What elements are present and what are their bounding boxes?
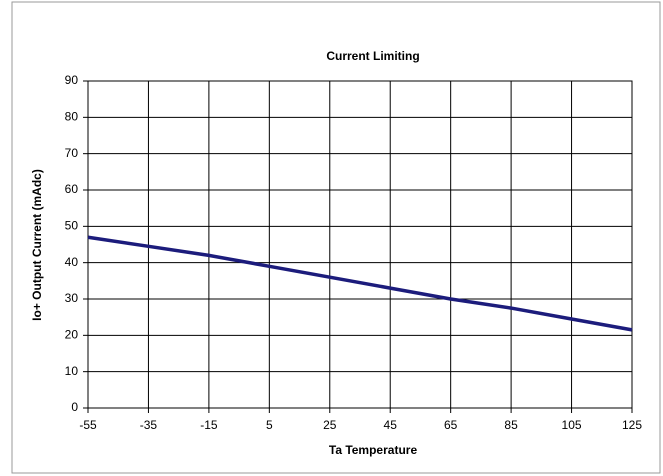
chart-title: Current Limiting xyxy=(326,49,419,63)
y-tick-label: 60 xyxy=(65,182,79,196)
x-tick-label: 85 xyxy=(504,418,518,432)
x-tick-label: 105 xyxy=(562,418,582,432)
y-tick-label: 40 xyxy=(65,255,79,269)
x-tick-label: -35 xyxy=(140,418,158,432)
y-tick-label: 90 xyxy=(65,73,79,87)
plot-area xyxy=(87,80,633,409)
y-tick-label: 70 xyxy=(65,146,79,160)
x-axis-label: Ta Temperature xyxy=(329,443,418,457)
y-tick-label: 20 xyxy=(65,328,79,342)
x-tick-label: 125 xyxy=(622,418,642,432)
x-tick-label: 25 xyxy=(323,418,337,432)
data-line xyxy=(87,235,633,332)
y-tick-label: 0 xyxy=(71,400,78,414)
y-axis-label: Io+ Output Current (mAdc) xyxy=(30,169,44,321)
x-tick-label: 5 xyxy=(266,418,273,432)
y-tick-label: 10 xyxy=(65,364,79,378)
y-tick-label: 30 xyxy=(65,291,79,305)
x-tick-label: -15 xyxy=(200,418,218,432)
y-tick-label: 80 xyxy=(65,110,79,124)
y-tick-label: 50 xyxy=(65,219,79,233)
x-tick-label: 45 xyxy=(384,418,398,432)
x-tick-label: 65 xyxy=(444,418,458,432)
chart-frame xyxy=(11,1,661,474)
x-tick-label: -55 xyxy=(79,418,97,432)
